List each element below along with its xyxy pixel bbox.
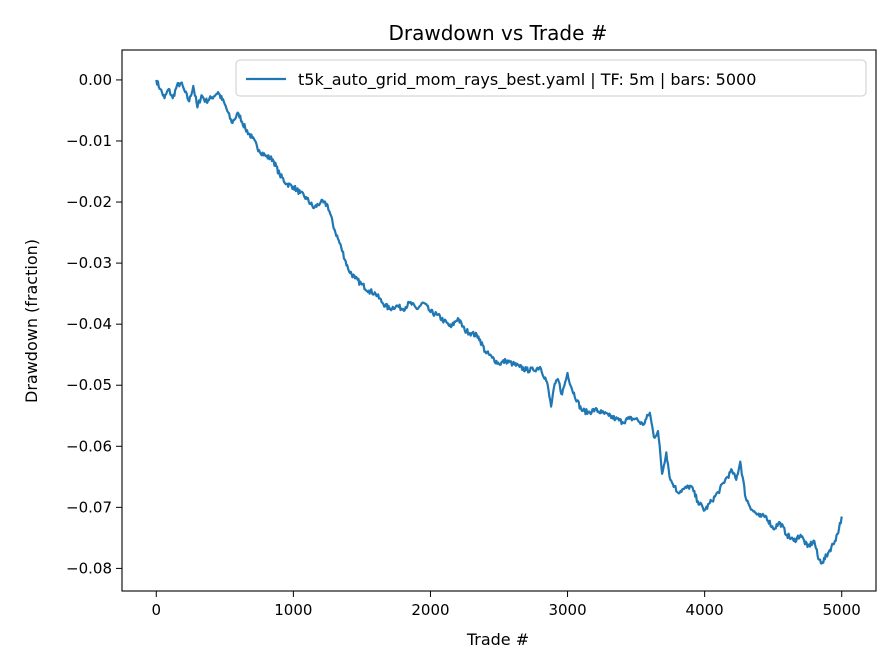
x-tick-label: 3000 <box>548 601 586 619</box>
series-line <box>155 79 843 565</box>
y-tick-label: −0.08 <box>66 559 112 577</box>
x-tick-label: 1000 <box>274 601 312 619</box>
y-axis-label: Drawdown (fraction) <box>22 239 41 403</box>
plot-area <box>121 49 877 592</box>
x-tick-label: 4000 <box>686 601 724 619</box>
y-tick-label: −0.01 <box>66 132 112 150</box>
x-tick-label: 0 <box>151 601 161 619</box>
y-tick-label: −0.03 <box>66 254 112 272</box>
y-tick-label: −0.02 <box>66 193 112 211</box>
legend-label: t5k_auto_grid_mom_rays_best.yaml | TF: 5… <box>298 70 756 90</box>
x-tick-label: 5000 <box>823 601 861 619</box>
chart-title: Drawdown vs Trade # <box>388 21 607 45</box>
legend-box <box>235 59 867 97</box>
legend: t5k_auto_grid_mom_rays_best.yaml | TF: 5… <box>235 59 867 97</box>
y-tick-label: −0.06 <box>66 437 112 455</box>
y-tick-label: −0.04 <box>66 315 112 333</box>
plot-frame <box>121 49 877 592</box>
x-axis: 0 1000 2000 3000 4000 5000 <box>151 591 861 619</box>
x-tick-label: 2000 <box>411 601 449 619</box>
x-axis-label: Trade # <box>466 630 529 649</box>
y-tick-label: −0.05 <box>66 376 112 394</box>
y-tick-label: −0.07 <box>66 498 112 516</box>
y-axis: 0.00 −0.01 −0.02 −0.03 −0.04 −0.05 −0.06 −0.07 −… <box>66 71 122 577</box>
y-tick-label: 0.00 <box>79 71 112 89</box>
